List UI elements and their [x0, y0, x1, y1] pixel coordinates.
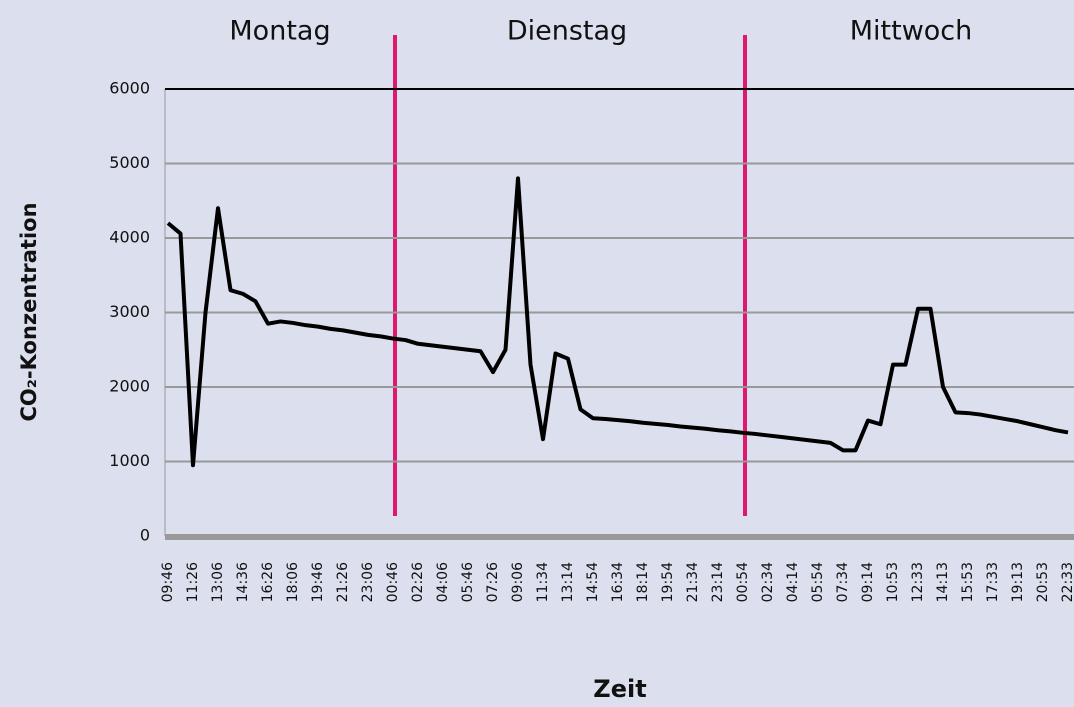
x-tick-label: 11:34	[535, 562, 551, 602]
x-tick-label: 16:34	[610, 562, 626, 602]
x-tick-label: 23:06	[360, 562, 376, 602]
x-tick-label: 02:26	[410, 562, 426, 602]
y-tick-label: 0	[140, 526, 150, 545]
day-label: Dienstag	[507, 16, 627, 47]
x-tick-label: 09:06	[510, 562, 526, 602]
x-tick-label: 14:54	[585, 562, 601, 602]
x-tick-label: 04:06	[435, 562, 451, 602]
x-tick-label: 10:53	[885, 562, 901, 602]
x-tick-label: 15:53	[960, 562, 976, 602]
y-tick-label: 1000	[109, 451, 150, 470]
x-tick-label: 05:54	[810, 562, 826, 602]
x-tick-label: 19:46	[310, 562, 326, 602]
y-tick-label: 5000	[109, 153, 150, 172]
x-tick-label: 11:26	[185, 562, 201, 602]
x-tick-label: 22:33	[1060, 562, 1074, 602]
x-tick-label: 23:14	[710, 562, 726, 602]
x-axis-label: Zeit	[593, 675, 646, 703]
x-tick-label: 13:06	[210, 562, 226, 602]
x-tick-label: 17:33	[985, 562, 1001, 602]
x-tick-label: 07:26	[485, 562, 501, 602]
y-axis-label: CO₂-Konzentration	[17, 202, 41, 421]
x-tick-label: 02:34	[760, 562, 776, 602]
y-tick-label: 6000	[109, 79, 150, 98]
x-tick-label: 07:34	[835, 562, 851, 602]
y-tick-label: 3000	[109, 302, 150, 321]
x-tick-label: 16:26	[260, 562, 276, 602]
x-tick-label: 09:46	[160, 562, 176, 602]
day-label: Montag	[229, 16, 330, 47]
x-tick-label: 19:13	[1010, 562, 1026, 602]
x-tick-label: 04:14	[785, 562, 801, 602]
x-tick-label: 09:14	[860, 562, 876, 602]
line	[166, 176, 1069, 468]
x-tick-label: 20:53	[1035, 562, 1051, 602]
x-tick-label: 13:14	[560, 562, 576, 602]
x-tick-label: 14:36	[235, 562, 251, 602]
x-tick-label: 21:26	[335, 562, 351, 602]
x-tick-label: 18:06	[285, 562, 301, 602]
x-tick-label: 14:13	[935, 562, 951, 602]
x-tick-label: 00:54	[735, 562, 751, 602]
day-label: Mittwoch	[850, 16, 973, 47]
x-tick-label: 05:46	[460, 562, 476, 602]
x-tick-label: 21:34	[685, 562, 701, 602]
y-tick-label: 4000	[109, 228, 150, 247]
x-tick-label: 00:46	[385, 562, 401, 602]
x-tick-label: 19:54	[660, 562, 676, 602]
x-tick-label: 18:14	[635, 562, 651, 602]
y-tick-label: 2000	[109, 377, 150, 396]
x-tick-label: 12:33	[910, 562, 926, 602]
